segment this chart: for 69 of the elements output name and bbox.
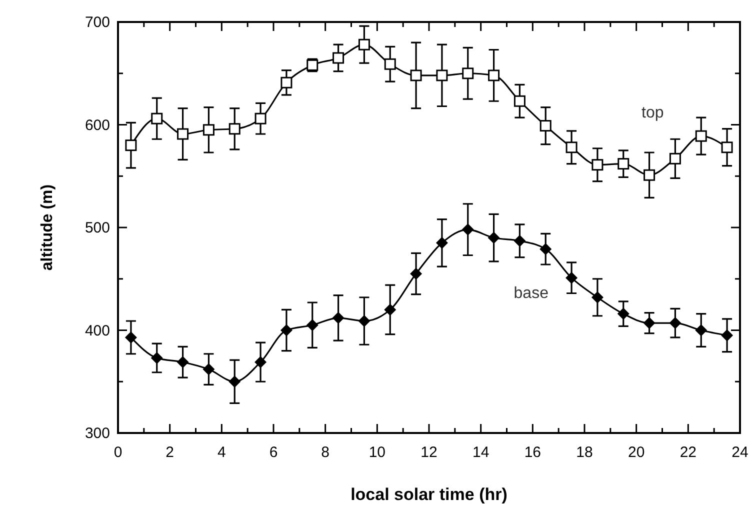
y-tick-label: 500 (84, 220, 110, 236)
point (202, 363, 215, 376)
y-tick-label: 300 (84, 425, 110, 442)
point (566, 272, 578, 284)
point (540, 243, 552, 256)
point (488, 232, 500, 244)
point (228, 376, 241, 388)
point (721, 329, 734, 342)
x-tick-label: 14 (472, 444, 490, 461)
point (332, 52, 344, 64)
point (669, 152, 681, 164)
point (436, 70, 448, 82)
point (358, 38, 370, 50)
x-tick-label: 20 (628, 444, 645, 461)
point (177, 128, 189, 140)
point (384, 58, 396, 70)
point (150, 352, 163, 364)
x-tick-label: 12 (420, 444, 438, 461)
point (669, 317, 682, 330)
point (566, 142, 578, 154)
point (591, 291, 604, 304)
point (358, 315, 370, 328)
x-tick-label: 24 (732, 444, 748, 461)
x-tick-label: 4 (217, 444, 226, 461)
point (254, 112, 266, 124)
point (488, 70, 500, 82)
point (436, 236, 448, 249)
point (410, 70, 422, 82)
y-tick-label: 400 (84, 322, 110, 340)
x-tick-label: 2 (166, 444, 174, 461)
point (721, 142, 733, 154)
y-tick-label: 700 (84, 14, 110, 31)
series-label: base (514, 284, 549, 302)
y-tick-label: 600 (84, 116, 110, 134)
point (540, 120, 552, 132)
point (644, 169, 656, 181)
x-tick-label: 0 (114, 444, 122, 461)
point (462, 224, 474, 236)
point (514, 234, 526, 247)
point (125, 140, 137, 152)
x-tick-label: 10 (368, 444, 386, 461)
point (151, 112, 163, 124)
point (280, 76, 292, 88)
x-tick-label: 6 (269, 444, 278, 461)
point (306, 319, 318, 332)
point (124, 331, 137, 344)
point (592, 159, 604, 171)
point (254, 356, 267, 368)
text: top (642, 104, 664, 122)
point (617, 308, 630, 320)
point (695, 130, 707, 142)
point (618, 158, 630, 170)
x-tick-label: 8 (321, 444, 330, 461)
point (695, 324, 708, 336)
x-axis-title: local solar time (hr) (350, 485, 508, 504)
point (410, 268, 422, 280)
x-tick-label: 16 (524, 444, 542, 461)
point (332, 312, 344, 324)
point (514, 95, 526, 107)
point (176, 356, 189, 368)
y-axis-title: altitude (m) (39, 184, 56, 271)
x-tick-label: 18 (576, 444, 593, 461)
point (228, 123, 240, 135)
point (384, 304, 396, 316)
point (462, 68, 474, 80)
point (280, 324, 292, 336)
point (202, 124, 214, 136)
x-tick-label: 22 (680, 444, 697, 461)
point (643, 317, 656, 330)
